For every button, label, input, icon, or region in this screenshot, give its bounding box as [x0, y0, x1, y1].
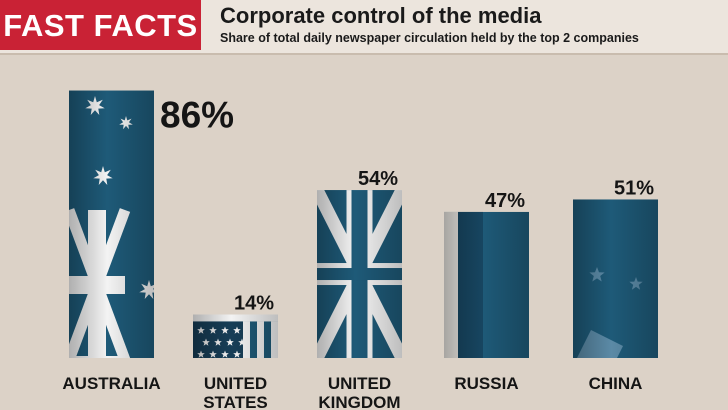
category-label: UNITED [204, 374, 267, 393]
bar-shading [69, 90, 154, 358]
bar-united-states [193, 314, 278, 358]
value-label: 54% [358, 168, 398, 190]
fast-facts-badge: FAST FACTS [0, 0, 201, 50]
category-label: KINGDOM [318, 393, 400, 410]
value-label: 47% [485, 190, 525, 212]
value-label: 51% [614, 177, 654, 199]
value-label: 86% [160, 95, 234, 136]
bar-shading [444, 211, 529, 358]
category-label: UNITED [328, 374, 391, 393]
bar-shading [193, 314, 278, 358]
category-label: STATES [203, 393, 268, 410]
value-label: 14% [234, 292, 274, 314]
bar-russia [444, 211, 529, 358]
bar-shading [573, 199, 658, 358]
badge-label: FAST FACTS [3, 7, 198, 43]
category-label: AUSTRALIA [62, 374, 160, 393]
bar-shading [317, 190, 402, 358]
chart-subtitle: Share of total daily newspaper circulati… [220, 31, 639, 45]
category-label: CHINA [589, 374, 643, 393]
chart-title: Corporate control of the media [220, 3, 542, 28]
bar-united-kingdom [317, 190, 402, 358]
category-label: RUSSIA [454, 374, 518, 393]
bar-australia [69, 90, 154, 358]
bar-china [573, 199, 658, 358]
